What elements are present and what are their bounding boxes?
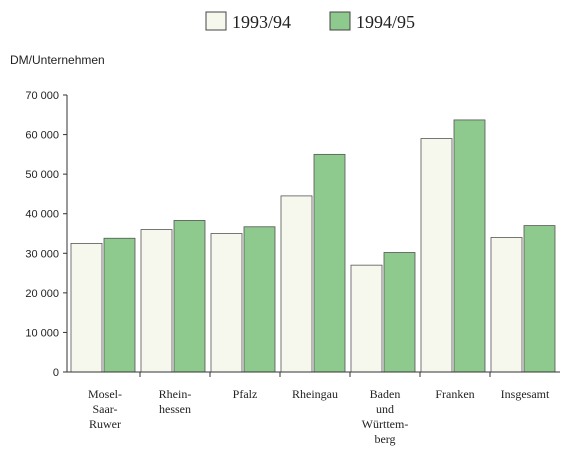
legend-swatch-1993-94 xyxy=(205,11,227,31)
x-category-label: Franken xyxy=(435,387,474,401)
y-tick-label: 20 000 xyxy=(25,288,59,300)
bar-1994-95-4 xyxy=(383,252,416,373)
bar-1993-94-4 xyxy=(350,264,383,373)
bar-1993-94-1 xyxy=(140,229,173,373)
x-category-label: Baden und Württem-berg xyxy=(362,387,409,446)
bar-1994-95-2 xyxy=(243,226,276,373)
bar-1994-95-1 xyxy=(173,220,206,373)
x-category-label-line: und xyxy=(376,402,394,416)
x-category-label-line: Württem- xyxy=(362,417,409,431)
x-category-label-line: Rhein- xyxy=(159,387,192,401)
x-category-label-line: Ruwer xyxy=(89,417,121,431)
bar-1994-95-3 xyxy=(313,153,346,373)
y-tick-label: 70 000 xyxy=(25,90,59,102)
y-tick-label: 60 000 xyxy=(25,130,59,142)
x-category-label-line: Rheingau xyxy=(292,387,338,401)
x-category-label: Rheingau xyxy=(292,387,338,401)
legend-swatch-1994-95 xyxy=(329,11,351,31)
x-category-label-line: Baden xyxy=(370,387,401,401)
y-tick-label: 10 000 xyxy=(25,327,59,339)
bar-1993-94-6 xyxy=(490,237,523,373)
x-axis: Mosel-Saar-Ruwer Rhein-hessen Pfalz Rheinga… xyxy=(67,371,560,446)
y-axis-label: DM/Unternehmen xyxy=(10,53,105,67)
bar-1993-94-5 xyxy=(420,138,453,373)
x-category-label: Rhein-hessen xyxy=(159,387,192,416)
y-tick-label: 0 xyxy=(53,367,59,379)
x-category-label-line: Saar- xyxy=(92,402,117,416)
x-category-label-line: hessen xyxy=(159,402,191,416)
bar-1993-94-3 xyxy=(280,195,313,373)
x-category-label: Pfalz xyxy=(233,387,258,401)
legend-label: 1994/95 xyxy=(356,12,415,32)
bar-1993-94-2 xyxy=(210,233,243,373)
x-category-label: Insgesamt xyxy=(501,387,550,401)
legend: 1993/94 1994/95 xyxy=(205,11,415,32)
x-category-label-line: Mosel- xyxy=(88,387,122,401)
y-tick-label: 40 000 xyxy=(25,209,59,221)
y-tick-label: 50 000 xyxy=(25,169,59,181)
bars xyxy=(70,119,556,373)
y-tick-label: 30 000 xyxy=(25,248,59,260)
x-category-label-line: Insgesamt xyxy=(501,387,550,401)
y-axis: 0 10 000 20 000 30 000 40 000 50 000 60 000 70 … xyxy=(25,90,68,379)
x-category-label-line: Franken xyxy=(435,387,474,401)
bar-1994-95-0 xyxy=(103,237,136,373)
x-category-label-line: berg xyxy=(374,432,395,446)
bar-1994-95-5 xyxy=(453,119,486,373)
x-category-label-line: Pfalz xyxy=(233,387,258,401)
x-category-label: Mosel-Saar-Ruwer xyxy=(88,387,122,431)
legend-label: 1993/94 xyxy=(232,12,291,32)
bar-1993-94-0 xyxy=(70,242,103,373)
bar-1994-95-6 xyxy=(523,225,556,373)
